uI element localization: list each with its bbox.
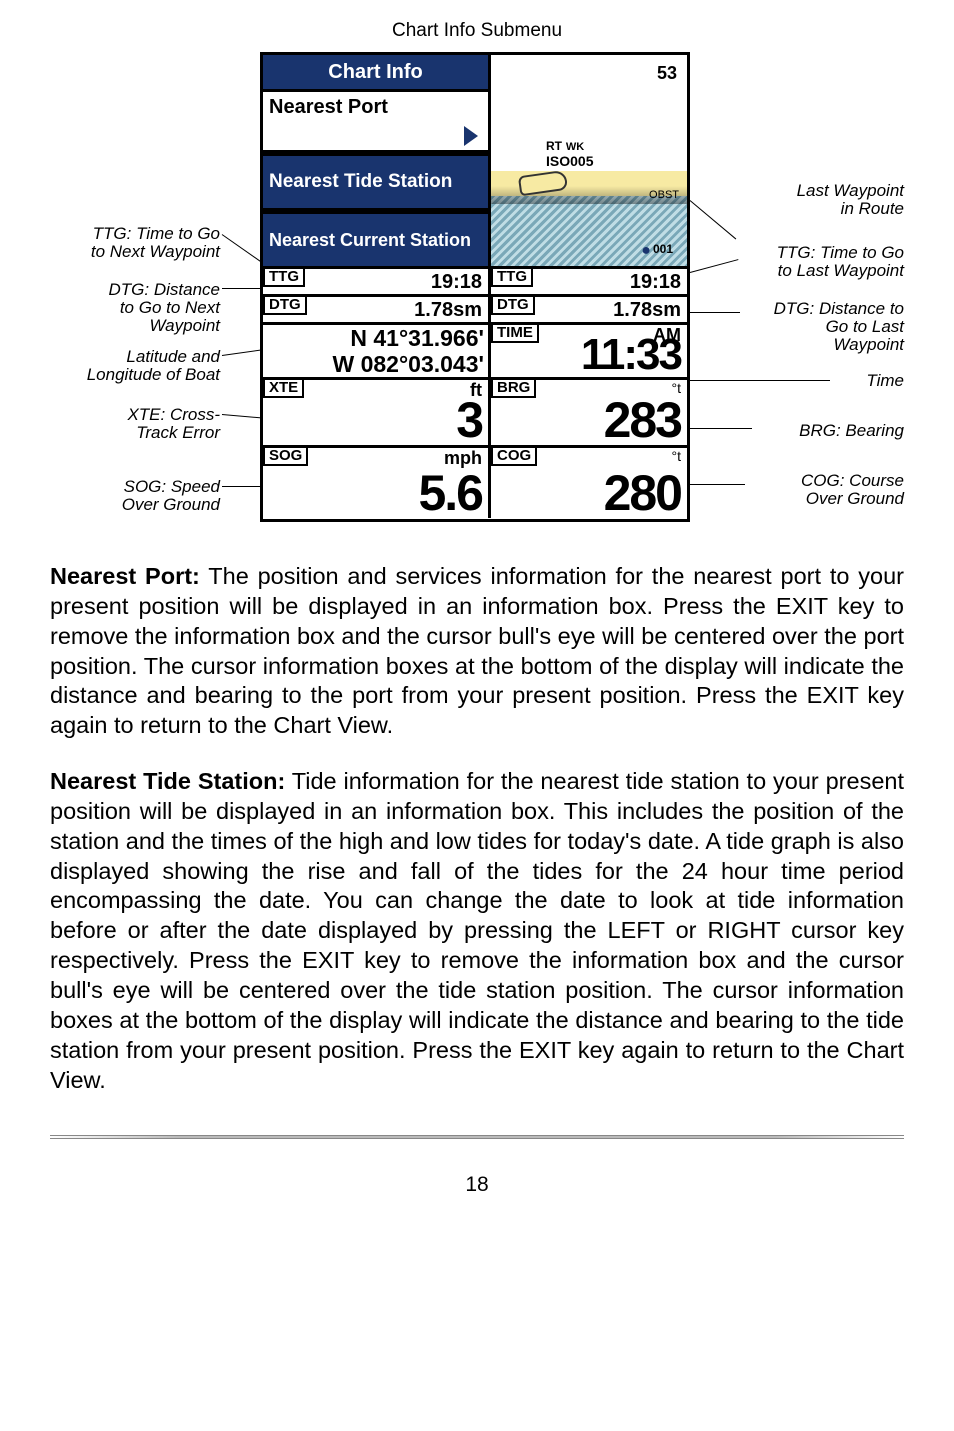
menu-nearest-current-label: Nearest Current Station [269,230,471,251]
label-brg: BRG [491,380,536,398]
page-rule [50,1135,904,1139]
value-dtg-l: 1.78sm [414,299,482,322]
map-area: 53 RT WKISO005 OBST 001 [491,55,687,269]
paragraph-nearest-port: Nearest Port: The position and services … [50,562,904,741]
callout-latlon: Latitude andLongitude of Boat [50,348,220,384]
cell-time: TIME AM 11:33 [491,325,687,380]
value-cog: 280 [604,468,681,518]
callout-sog: SOG: SpeedOver Ground [50,478,220,514]
cell-dtg-left: DTG 1.78sm [263,297,491,325]
menu-nearest-tide-label: Nearest Tide Station [269,171,452,193]
value-lat: N 41°31.966' [263,325,484,351]
label-dtg-l: DTG [263,297,307,315]
value-dtg-r: 1.78sm [613,299,681,322]
menu-nearest-current[interactable]: Nearest Current Station [263,211,491,269]
play-icon [464,126,478,146]
cell-coord: N 41°31.966' W 082°03.043' [263,325,491,380]
p2-bold: Nearest Tide Station: [50,768,285,794]
label-time: TIME [491,325,539,343]
callout-brg: BRG: Bearing [734,422,904,440]
cell-ttg-left: TTG 19:18 [263,269,491,297]
cell-sog: SOG mph 5.6 [263,448,491,518]
cell-xte: XTE ft 3 [263,380,491,448]
p2-text: Tide information for the nearest tide st… [50,768,904,1092]
callout-time: Time [734,372,904,390]
value-sog: 5.6 [418,468,482,518]
p1-bold: Nearest Port: [50,563,200,589]
page-number: 18 [50,1173,904,1197]
diagram: TTG: Time to Goto Next Waypoint DTG: Dis… [50,52,904,542]
callout-cog: COG: CourseOver Ground [734,472,904,508]
value-ttg-r: 19:18 [630,271,681,294]
value-time: 11:33 [581,333,681,377]
chart-info-header: Chart Info [263,55,491,89]
callout-dtg-right: DTG: Distance toGo to LastWaypoint [734,300,904,354]
map-obst: OBST [649,189,679,201]
menu-nearest-tide[interactable]: Nearest Tide Station [263,153,491,211]
callout-ttg-right: TTG: Time to Goto Last Waypoint [734,244,904,280]
cell-brg: BRG °t 283 [491,380,687,448]
label-ttg-r: TTG [491,269,533,287]
callout-dtg-left: DTG: Distanceto Go to NextWaypoint [50,281,220,335]
label-xte: XTE [263,380,304,398]
label-cog: COG [491,448,537,466]
value-ttg-l: 19:18 [431,271,482,294]
label-ttg-l: TTG [263,269,305,287]
callout-xte: XTE: Cross-Track Error [50,406,220,442]
unit-cog: °t [672,450,682,462]
value-xte: 3 [456,395,482,445]
map-mark: RT WKISO005 [546,137,593,169]
callout-lastwp: Last Waypointin Route [734,182,904,218]
p1-text: The position and services information fo… [50,563,904,738]
menu-nearest-port-label: Nearest Port [269,96,388,118]
cell-ttg-right: TTG 19:18 [491,269,687,297]
cell-dtg-right: DTG 1.78sm [491,297,687,325]
label-sog: SOG [263,448,308,466]
diagram-title: Chart Info Submenu [50,20,904,42]
value-brg: 283 [604,395,681,445]
device-screen: Chart Info Nearest Port Nearest Tide Sta… [260,52,690,522]
map-number: 53 [657,63,677,84]
value-lon: W 082°03.043' [263,351,484,377]
paragraph-nearest-tide: Nearest Tide Station: Tide information f… [50,767,904,1095]
map-flag: 001 [641,242,673,260]
cell-cog: COG °t 280 [491,448,687,518]
label-dtg-r: DTG [491,297,535,315]
menu-nearest-port[interactable]: Nearest Port [263,89,491,153]
callout-ttg-left: TTG: Time to Goto Next Waypoint [50,225,220,261]
